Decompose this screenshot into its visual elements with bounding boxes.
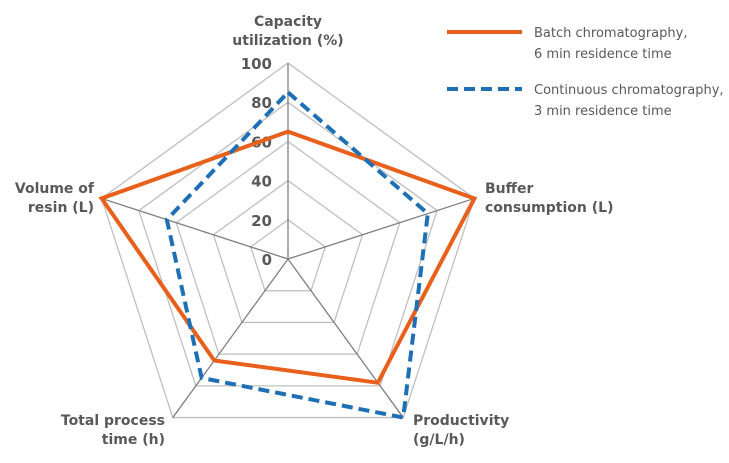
axis-spoke xyxy=(287,258,404,418)
axis-spoke xyxy=(101,197,289,260)
axis-label: time (h) xyxy=(102,432,165,448)
grid-ring xyxy=(212,179,364,324)
axis-spoke xyxy=(287,197,475,260)
tick-label: 0 xyxy=(262,251,272,269)
axis-label: utilization (%) xyxy=(232,33,343,49)
grid-ring xyxy=(175,140,401,355)
series-line-1 xyxy=(164,89,430,420)
axis-label: Capacity xyxy=(254,14,322,30)
axis-label: Volume of xyxy=(15,181,95,197)
tick-label: 80 xyxy=(251,94,272,112)
legend-label: Batch chromatography, xyxy=(534,26,687,41)
axis-label: resin (L) xyxy=(28,200,94,216)
tick-label: 40 xyxy=(251,173,272,191)
grid-ring xyxy=(100,62,476,419)
legend-label: 6 min residence time xyxy=(534,47,672,62)
axis-label: Productivity xyxy=(413,413,509,429)
grid-ring xyxy=(249,218,327,292)
axis-label: (g/L/h) xyxy=(413,432,465,448)
axis-label: Buffer xyxy=(485,181,533,197)
axis-label: consumption (L) xyxy=(485,200,613,216)
legend-label: 3 min residence time xyxy=(534,104,672,119)
series-line-0 xyxy=(98,129,478,385)
grid-ring xyxy=(138,101,438,387)
legend-label: Continuous chromatography, xyxy=(534,83,724,98)
tick-label: 20 xyxy=(251,212,272,230)
axis-label: Total process xyxy=(61,413,165,429)
tick-label: 100 xyxy=(241,55,272,73)
axis-spoke xyxy=(172,258,289,418)
